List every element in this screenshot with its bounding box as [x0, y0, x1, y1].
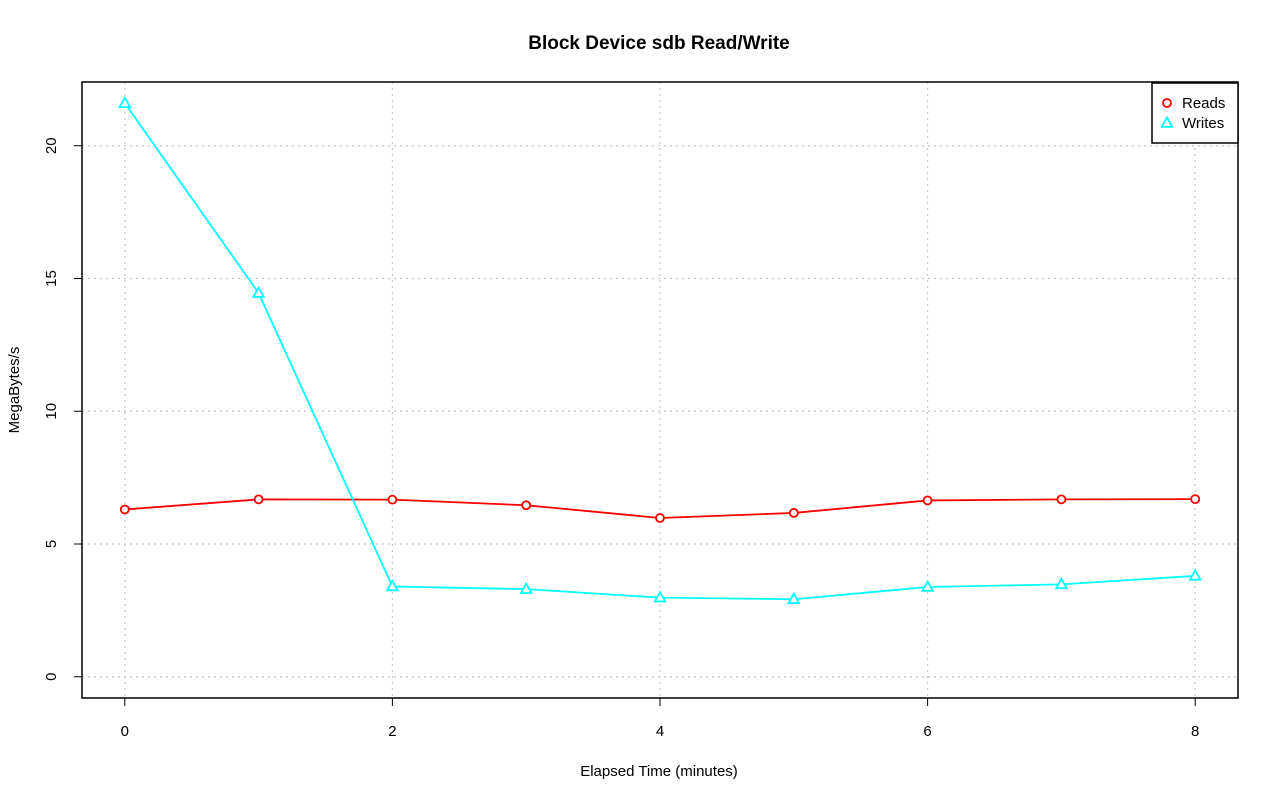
x-tick-label: 8 [1191, 723, 1199, 740]
legend-marker-writes [1160, 115, 1174, 128]
writes-point [920, 579, 935, 592]
writes-point [519, 581, 533, 594]
y-tick-label: 15 [43, 270, 60, 287]
legend-marker-reads [1162, 98, 1172, 108]
y-tick-label: 10 [43, 403, 60, 420]
axes: 0 2 4 6 8 0 5 10 15 20 [43, 137, 1199, 740]
writes-point [1054, 577, 1069, 590]
writes-line [124, 102, 1196, 601]
y-tick-label: 0 [43, 673, 60, 681]
writes-point [1188, 568, 1202, 581]
y-tick-label: 5 [43, 540, 60, 548]
x-tick-label: 0 [121, 723, 129, 740]
reads-point [1056, 494, 1067, 505]
series-reads [119, 494, 1201, 523]
legend-label-writes: Writes [1182, 115, 1224, 132]
reads-point [655, 513, 665, 523]
y-axis-label: MegaBytes/s [6, 347, 23, 434]
reads-point [119, 504, 130, 515]
reads-point [521, 500, 532, 511]
legend-box [1151, 82, 1239, 144]
writes-point [118, 95, 132, 108]
reads-point [922, 495, 933, 506]
series-writes [118, 95, 1202, 604]
legend: Reads Writes [1151, 82, 1239, 144]
x-tick-label: 6 [923, 723, 931, 740]
writes-point [251, 285, 266, 298]
writes-point [385, 579, 400, 592]
reads-point [387, 494, 398, 505]
writes-point [787, 591, 801, 604]
chart-title: Block Device sdb Read/Write [528, 33, 790, 54]
reads-point [253, 494, 264, 505]
reads-point [1190, 494, 1201, 505]
grid [82, 82, 1238, 698]
x-tick-label: 4 [656, 723, 664, 740]
series-layer [118, 95, 1202, 604]
x-tick-label: 2 [388, 723, 396, 740]
y-tick-label: 20 [43, 137, 60, 154]
writes-point [653, 590, 667, 603]
reads-point [788, 508, 799, 518]
legend-label-reads: Reads [1182, 95, 1225, 112]
plot-frame [81, 81, 1239, 699]
x-axis-label: Elapsed Time (minutes) [580, 763, 738, 780]
